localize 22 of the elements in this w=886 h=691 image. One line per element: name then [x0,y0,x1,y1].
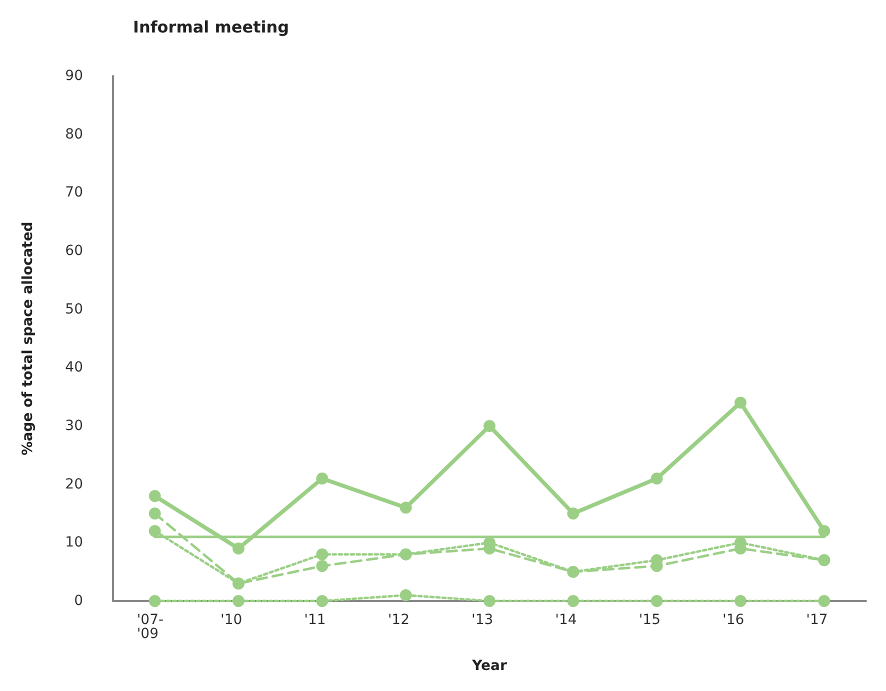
x-tick-label: '10 [220,612,242,628]
x-tick-label: '15 [638,612,661,628]
y-tick-label: 50 [65,301,83,318]
y-tick-label: 30 [65,418,83,434]
y-tick-label: 40 [65,360,83,376]
y-tick-label: 20 [65,476,83,492]
x-tick-label: '12 [388,612,410,628]
y-tick-label: 70 [65,184,83,201]
x-tick-label: '14 [555,612,577,628]
x-tick-label: '17 [806,612,828,628]
y-tick-label: 90 [65,68,83,84]
chart-title: Informal meeting [133,18,290,36]
x-tick-label: '16 [722,612,744,628]
x-axis-title: Year [471,658,507,674]
y-axis-title: %age of total space allocated [20,222,36,456]
y-tick-label: 10 [65,534,83,551]
x-tick-label: '13 [472,612,494,628]
y-tick-label: 60 [65,243,83,259]
x-tick-label: '07- '09 [136,612,164,642]
y-tick-label: 80 [65,126,83,142]
y-tick-label: 0 [74,593,83,609]
x-tick-label: '11 [304,612,326,628]
